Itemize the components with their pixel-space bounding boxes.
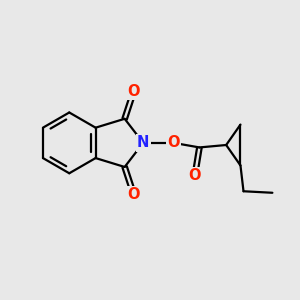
Text: O: O: [189, 168, 201, 183]
Text: O: O: [128, 84, 140, 99]
Text: O: O: [167, 135, 180, 150]
Text: O: O: [128, 187, 140, 202]
Text: N: N: [137, 135, 149, 150]
